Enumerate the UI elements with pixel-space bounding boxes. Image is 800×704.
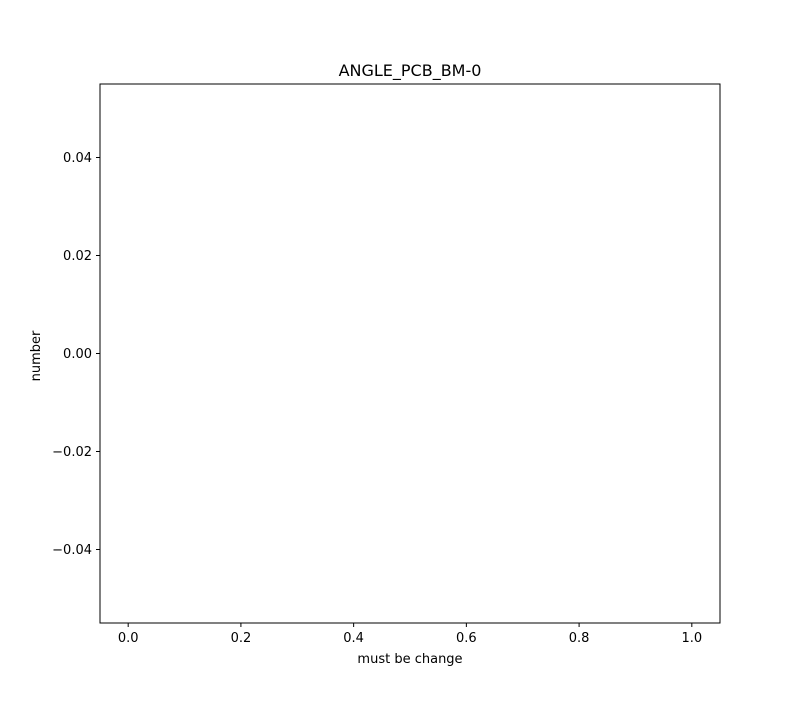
chart-title: ANGLE_PCB_BM-0: [339, 61, 482, 81]
x-tick-label: 0.4: [343, 631, 364, 646]
y-tick-label: 0.04: [63, 151, 92, 166]
plot-area: [100, 84, 720, 623]
x-tick-label: 0.6: [456, 631, 477, 646]
y-tick-label: 0.02: [63, 249, 92, 264]
y-tick-label: −0.04: [52, 543, 92, 558]
y-tick-label: 0.00: [63, 347, 92, 362]
x-tick-label: 1.0: [681, 631, 702, 646]
y-tick-label: −0.02: [52, 445, 92, 460]
x-tick-label: 0.0: [118, 631, 139, 646]
y-axis-ticks: 0.04 0.02 0.00 −0.02 −0.04: [52, 151, 100, 558]
x-tick-label: 0.2: [231, 631, 252, 646]
x-axis-label: must be change: [357, 652, 462, 667]
x-axis-ticks: 0.0 0.2 0.4 0.6 0.8 1.0: [118, 623, 702, 646]
x-tick-label: 0.8: [569, 631, 590, 646]
y-axis-label: number: [29, 330, 44, 381]
plot-frame: [99, 83, 721, 624]
